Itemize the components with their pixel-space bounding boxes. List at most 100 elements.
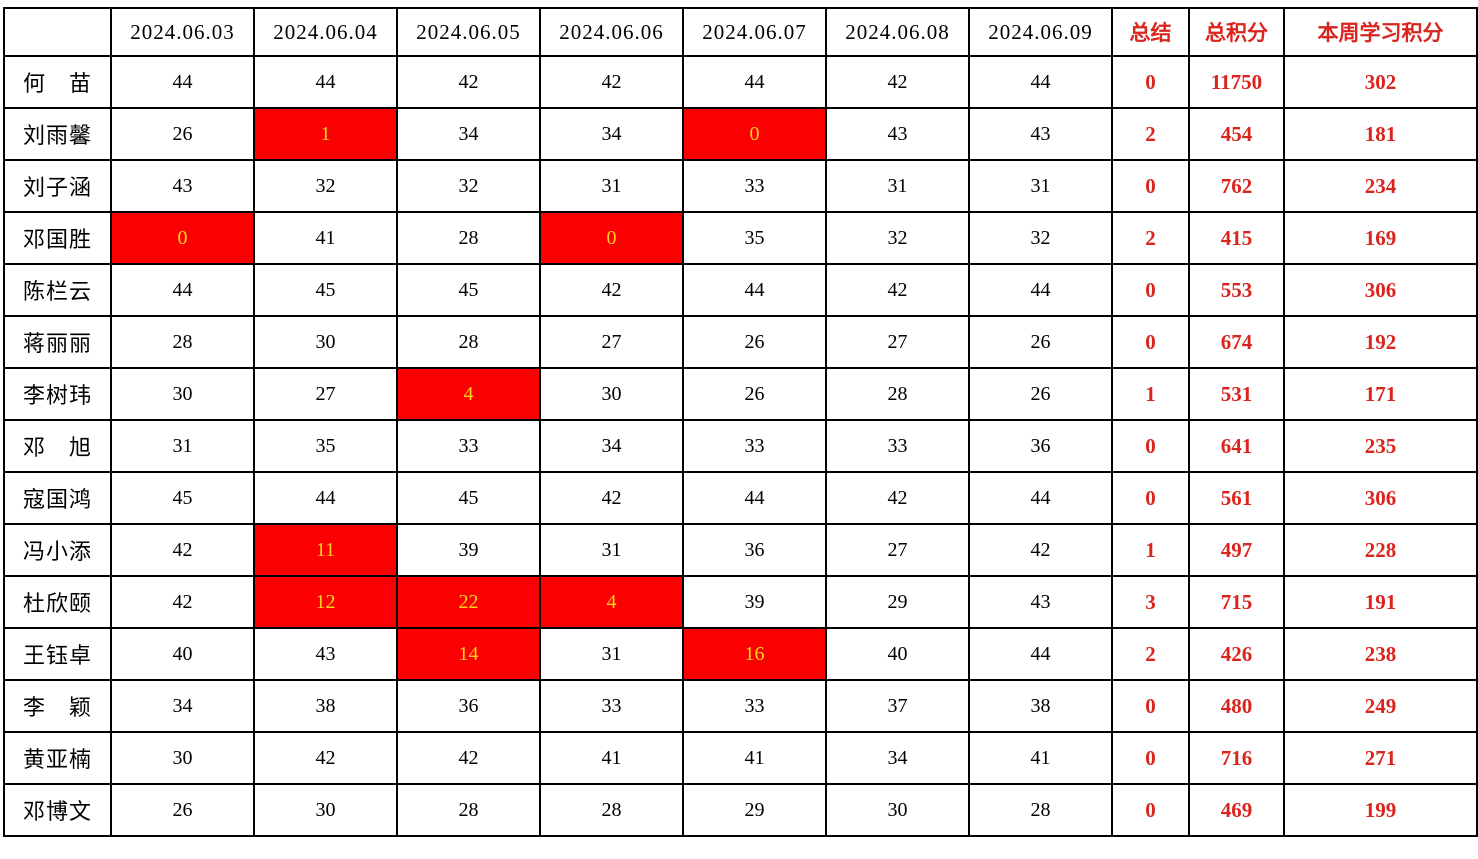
total-points-cell: 716 [1188, 731, 1285, 785]
daily-score-cell: 45 [396, 471, 541, 525]
daily-score-cell: 28 [396, 783, 541, 837]
summary-cell: 1 [1111, 523, 1190, 577]
daily-score-cell: 40 [110, 627, 255, 681]
daily-score-cell: 0 [682, 107, 827, 161]
daily-score-cell: 32 [396, 159, 541, 213]
daily-score-cell: 35 [253, 419, 398, 473]
daily-score-cell: 45 [396, 263, 541, 317]
daily-score-cell: 38 [253, 679, 398, 733]
week-points-cell: 191 [1283, 575, 1478, 629]
daily-score-cell: 42 [253, 731, 398, 785]
daily-score-cell: 32 [253, 159, 398, 213]
daily-score-cell: 14 [396, 627, 541, 681]
daily-score-cell: 31 [539, 159, 684, 213]
row-name-cell: 李树玮 [3, 367, 112, 421]
daily-score-cell: 41 [682, 731, 827, 785]
score-table: 2024.06.03 2024.06.04 2024.06.05 2024.06.06… [3, 7, 1478, 837]
daily-score-cell: 36 [396, 679, 541, 733]
daily-score-cell: 26 [968, 367, 1113, 421]
summary-cell: 0 [1111, 315, 1190, 369]
daily-score-cell: 26 [968, 315, 1113, 369]
total-points-cell: 426 [1188, 627, 1285, 681]
daily-score-cell: 30 [539, 367, 684, 421]
daily-score-cell: 44 [968, 263, 1113, 317]
column-header: 2024.06.09 [968, 7, 1113, 57]
daily-score-cell: 45 [110, 471, 255, 525]
daily-score-cell: 27 [825, 315, 970, 369]
total-points-cell: 454 [1188, 107, 1285, 161]
daily-score-cell: 28 [110, 315, 255, 369]
table-header: 2024.06.03 2024.06.04 2024.06.05 2024.06.06… [3, 7, 1478, 57]
daily-score-cell: 44 [682, 55, 827, 109]
table-row: 李 颖 34 38 36 33 33 37 38 0 480 249 [3, 679, 1478, 733]
daily-score-cell: 43 [253, 627, 398, 681]
total-points-cell: 762 [1188, 159, 1285, 213]
table-row: 何 苗 44 44 42 42 44 42 44 0 11750 302 [3, 55, 1478, 109]
daily-score-cell: 33 [682, 419, 827, 473]
table-row: 王钰卓 40 43 14 31 16 40 44 2 426 238 [3, 627, 1478, 681]
daily-score-cell: 42 [539, 55, 684, 109]
column-header: 2024.06.08 [825, 7, 970, 57]
daily-score-cell: 30 [253, 783, 398, 837]
daily-score-cell: 42 [396, 731, 541, 785]
table-row: 陈栏云 44 45 45 42 44 42 44 0 553 306 [3, 263, 1478, 317]
total-points-cell: 641 [1188, 419, 1285, 473]
daily-score-cell: 1 [253, 107, 398, 161]
daily-score-cell: 42 [825, 263, 970, 317]
daily-score-cell: 0 [110, 211, 255, 265]
summary-cell: 2 [1111, 627, 1190, 681]
daily-score-cell: 43 [968, 107, 1113, 161]
row-name-cell: 邓博文 [3, 783, 112, 837]
daily-score-cell: 44 [682, 471, 827, 525]
daily-score-cell: 42 [539, 471, 684, 525]
row-name-cell: 刘雨馨 [3, 107, 112, 161]
daily-score-cell: 44 [253, 471, 398, 525]
daily-score-cell: 30 [110, 367, 255, 421]
column-header: 2024.06.07 [682, 7, 827, 57]
daily-score-cell: 42 [825, 471, 970, 525]
week-points-cell: 228 [1283, 523, 1478, 577]
daily-score-cell: 28 [539, 783, 684, 837]
table-row: 刘雨馨 26 1 34 34 0 43 43 2 454 181 [3, 107, 1478, 161]
table-row: 邓 旭 31 35 33 34 33 33 36 0 641 235 [3, 419, 1478, 473]
daily-score-cell: 31 [110, 419, 255, 473]
daily-score-cell: 42 [539, 263, 684, 317]
total-points-cell: 469 [1188, 783, 1285, 837]
daily-score-cell: 28 [968, 783, 1113, 837]
daily-score-cell: 26 [682, 315, 827, 369]
table-row: 杜欣颐 42 12 22 4 39 29 43 3 715 191 [3, 575, 1478, 629]
daily-score-cell: 34 [396, 107, 541, 161]
summary-cell: 0 [1111, 159, 1190, 213]
week-points-cell: 171 [1283, 367, 1478, 421]
daily-score-cell: 42 [968, 523, 1113, 577]
row-name-cell: 何 苗 [3, 55, 112, 109]
summary-cell: 0 [1111, 679, 1190, 733]
week-points-cell: 169 [1283, 211, 1478, 265]
daily-score-cell: 33 [825, 419, 970, 473]
daily-score-cell: 33 [682, 679, 827, 733]
daily-score-cell: 44 [968, 627, 1113, 681]
daily-score-cell: 26 [682, 367, 827, 421]
daily-score-cell: 16 [682, 627, 827, 681]
row-name-cell: 王钰卓 [3, 627, 112, 681]
summary-cell: 0 [1111, 471, 1190, 525]
daily-score-cell: 41 [253, 211, 398, 265]
daily-score-cell: 4 [539, 575, 684, 629]
daily-score-cell: 30 [825, 783, 970, 837]
week-points-cell: 249 [1283, 679, 1478, 733]
daily-score-cell: 43 [110, 159, 255, 213]
daily-score-cell: 43 [825, 107, 970, 161]
row-name-cell: 寇国鸿 [3, 471, 112, 525]
summary-cell: 0 [1111, 263, 1190, 317]
daily-score-cell: 43 [968, 575, 1113, 629]
daily-score-cell: 32 [825, 211, 970, 265]
daily-score-cell: 33 [396, 419, 541, 473]
total-points-cell: 715 [1188, 575, 1285, 629]
daily-score-cell: 22 [396, 575, 541, 629]
daily-score-cell: 26 [110, 783, 255, 837]
row-name-cell: 陈栏云 [3, 263, 112, 317]
column-header: 2024.06.06 [539, 7, 684, 57]
daily-score-cell: 28 [396, 315, 541, 369]
week-points-cell: 238 [1283, 627, 1478, 681]
table-row: 李树玮 30 27 4 30 26 28 26 1 531 171 [3, 367, 1478, 421]
